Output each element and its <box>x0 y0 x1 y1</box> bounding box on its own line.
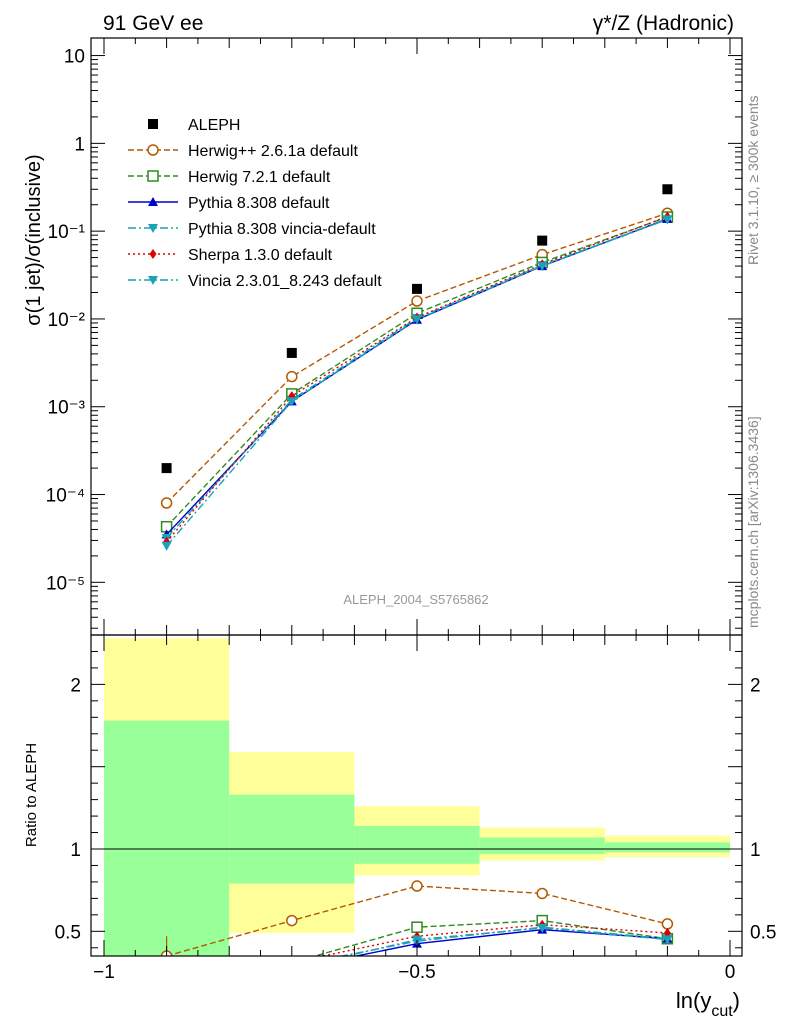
rivet-version-label: Rivet 3.1.10, ≥ 300k events <box>745 95 761 265</box>
x-tick-label: −0.5 <box>398 962 436 983</box>
ratio-y-tick-label-right: 2 <box>750 675 761 696</box>
main-line-pythia <box>166 218 668 536</box>
main-point-vincia <box>662 215 673 225</box>
legend-marker-pythia <box>148 197 158 206</box>
x-tick-label: −1 <box>93 962 115 983</box>
axes: 10 1 10⁻¹ 10⁻² 10⁻³ 10⁻⁴ 10⁻⁵ 0.5 0.5 1 1 2 2 −1 −0.5 0 <box>46 37 776 983</box>
main-y-tick-label: 10⁻³ <box>48 398 86 419</box>
ratio-point-herwigpp <box>536 887 548 900</box>
main-y-tick-label: 10⁻⁴ <box>46 486 85 507</box>
ratio-y-tick-label: 1 <box>70 840 81 861</box>
main-y-tick-label: 10⁻¹ <box>48 222 86 243</box>
legend-marker-herwig7 <box>147 170 159 182</box>
ratio-line-herwigpp <box>166 885 668 956</box>
main-point-vincia <box>286 397 297 407</box>
main-y-tick-label: 10 <box>64 47 85 68</box>
main-line-pythia_vincia <box>166 218 668 539</box>
main-point-vincia <box>537 262 548 272</box>
legend-label-pythia: Pythia 8.308 default <box>188 195 330 212</box>
header-energy-label: 91 GeV ee <box>103 12 203 35</box>
ratio-y-tick-label-right: 0.5 <box>750 922 776 943</box>
main-point-vincia <box>412 315 422 325</box>
legend-label-herwigpp: Herwig++ 2.6.1a default <box>188 143 358 160</box>
ratio-point-sherpa <box>663 927 671 938</box>
main-line-herwig7 <box>166 216 668 528</box>
main-line-vincia <box>166 218 668 547</box>
mcplots-label: mcplots.cern.ch [arXiv:1306.3436] <box>745 416 761 628</box>
ratio-point-herwig7 <box>411 921 423 933</box>
ratio-y-tick-label: 2 <box>70 675 81 696</box>
ratio-y-tick-label-right: 1 <box>750 840 761 861</box>
legend-marker-herwigpp <box>147 144 159 156</box>
main-y-tick-label: 10⁻⁵ <box>46 573 85 594</box>
ratio-y-tick-label: 0.5 <box>55 922 81 943</box>
legend-marker-pythia_vincia <box>148 224 158 233</box>
legend-label-herwig7: Herwig 7.2.1 default <box>188 169 331 186</box>
ratio-point-vincia <box>662 935 673 945</box>
ratio-point-herwigpp <box>411 880 423 892</box>
main-point-aleph <box>286 347 297 358</box>
ratio-band-inner-4 <box>604 842 730 853</box>
main-y-tick-label: 1 <box>74 134 85 155</box>
x-tick-label: 0 <box>725 962 736 983</box>
analysis-label: ALEPH_2004_S5765862 <box>343 592 488 607</box>
x-axis-label: ln(ycut) <box>676 988 740 1020</box>
ratio-point-herwigpp <box>286 914 298 927</box>
legend-marker-aleph <box>148 119 158 129</box>
ratio-band-inner-1 <box>229 794 355 884</box>
legend: ALEPH Herwig++ 2.6.1a default Herwig 7.2.1… <box>128 117 382 290</box>
main-line-sherpa <box>166 215 668 543</box>
main-y-axis-label: σ(1 jet)/σ(inclusive) <box>23 154 45 325</box>
legend-marker-sherpa <box>149 249 157 259</box>
ratio-line-pythia_vincia <box>338 926 668 956</box>
main-point-aleph <box>412 283 422 294</box>
legend-marker-vincia <box>148 276 158 285</box>
main-point-aleph <box>161 463 172 474</box>
ratio-y-axis-label: Ratio to ALEPH <box>23 743 40 847</box>
ratio-band-inner-0 <box>104 720 230 956</box>
main-point-herwigpp <box>286 370 298 383</box>
legend-label-sherpa: Sherpa 1.3.0 default <box>188 247 333 264</box>
main-point-herwigpp <box>411 295 423 307</box>
legend-label-vincia: Vincia 2.3.01_8.243 default <box>188 273 382 290</box>
ratio-point-vincia <box>537 924 548 934</box>
main-series <box>160 184 674 551</box>
legend-label-aleph: ALEPH <box>188 117 240 134</box>
header-process-label: γ*/Z (Hadronic) <box>593 12 734 35</box>
ratio-point-herwigpp <box>661 918 674 930</box>
main-point-aleph <box>662 184 673 195</box>
ratio-band-inner-2 <box>354 825 480 864</box>
main-point-vincia <box>161 541 172 551</box>
main-point-herwigpp <box>160 497 173 509</box>
ratio-uncertainty-bands <box>91 638 742 956</box>
legend-label-pythia_vincia: Pythia 8.308 vincia-default <box>188 221 376 238</box>
ratio-band-inner-3 <box>479 837 605 854</box>
ratio-line-vincia <box>344 927 668 956</box>
main-point-aleph <box>537 235 548 246</box>
main-y-tick-label: 10⁻² <box>48 310 86 331</box>
